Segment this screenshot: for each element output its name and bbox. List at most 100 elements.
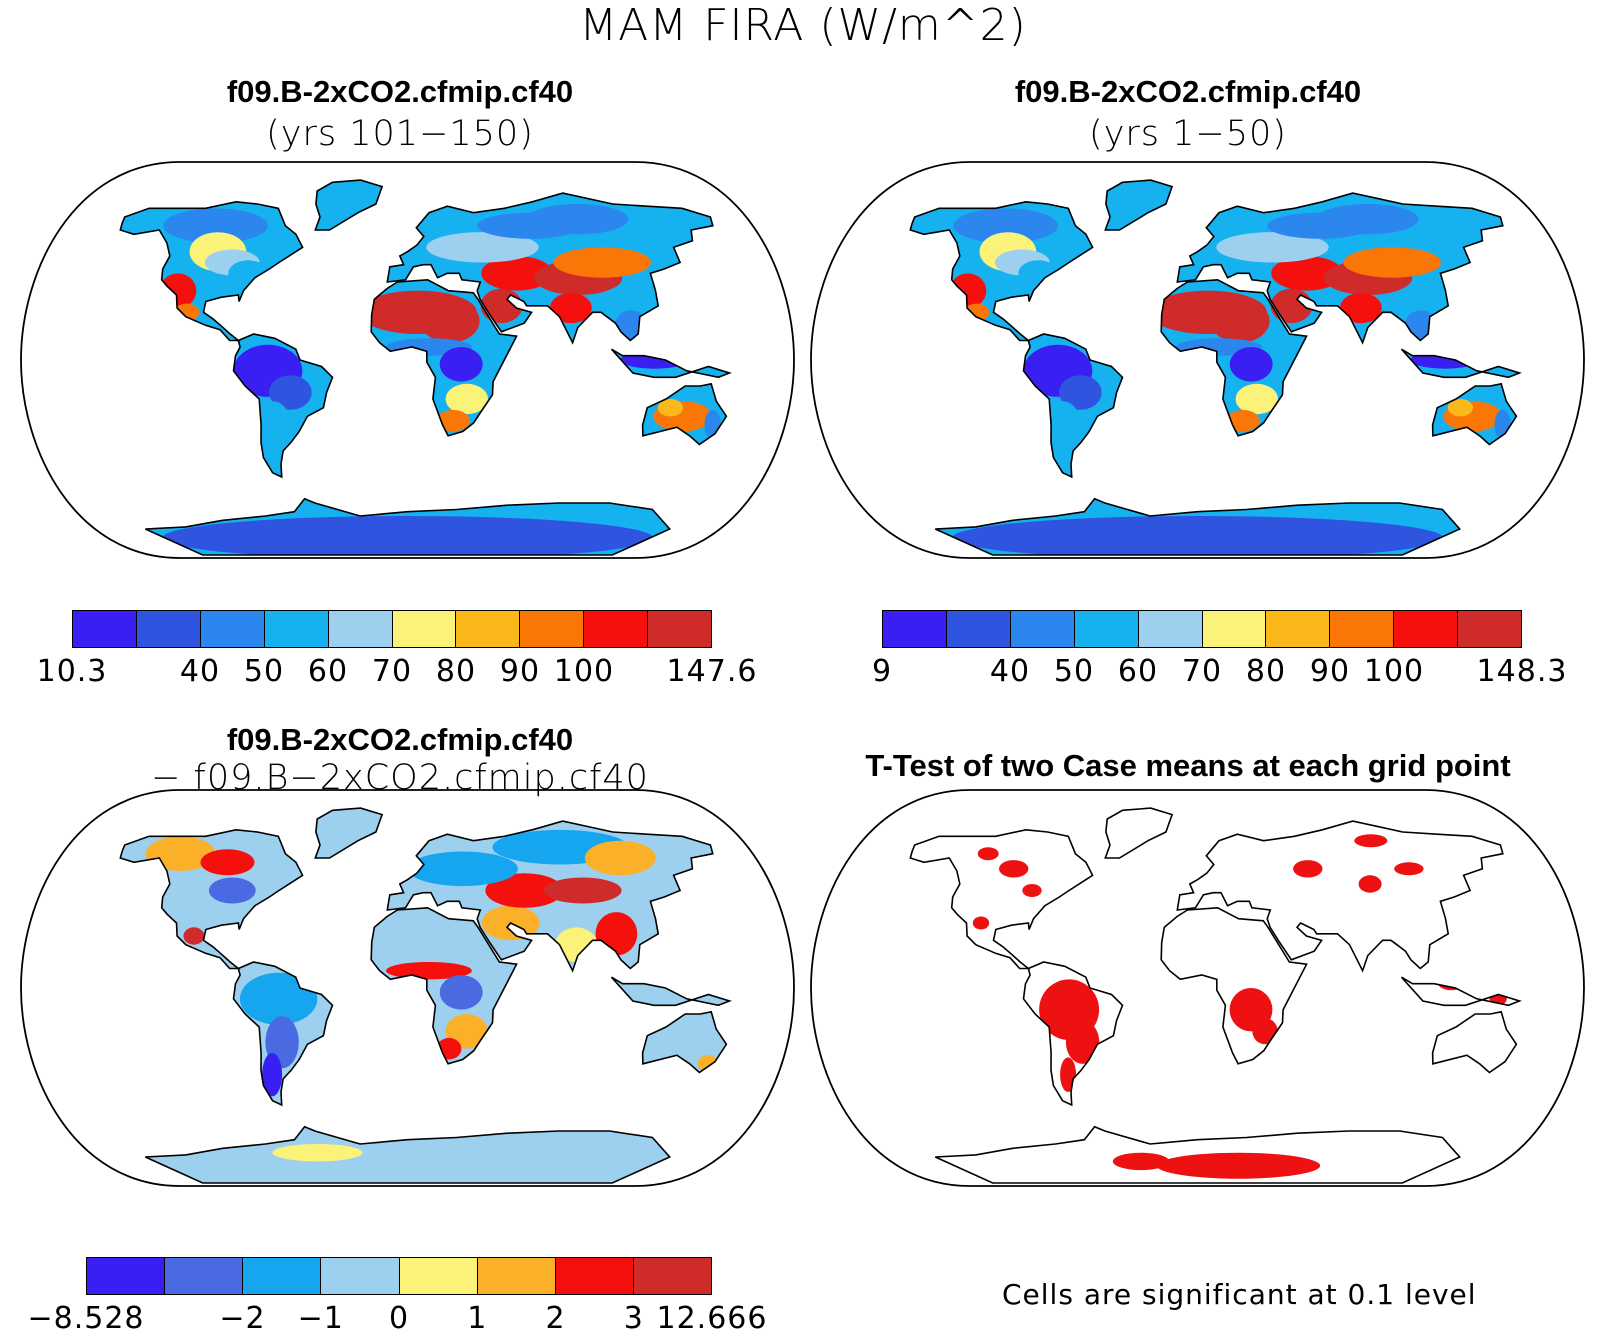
field-patch bbox=[1293, 860, 1323, 878]
colorbar-tick-label: 9 bbox=[871, 654, 893, 689]
coastline bbox=[641, 382, 728, 446]
coastline bbox=[314, 807, 384, 859]
colorbar-boxes bbox=[72, 610, 712, 648]
coastline bbox=[909, 200, 1094, 342]
colorbar-tick-label: 80 bbox=[435, 654, 477, 689]
coastline bbox=[314, 179, 384, 231]
coastline bbox=[1022, 961, 1124, 1107]
field-patch bbox=[657, 399, 684, 417]
field-patch bbox=[436, 409, 470, 432]
colorbar-tick-label: 70 bbox=[371, 654, 413, 689]
field-patch bbox=[365, 923, 471, 967]
land-greenland bbox=[315, 808, 383, 858]
panel-subtitle-bottom-left: − f09.B−2xCO2.cfmip.cf40 bbox=[151, 758, 649, 798]
colorbar-swatch bbox=[456, 611, 521, 647]
colorbar-swatch bbox=[264, 611, 329, 647]
panel-subtitle-top-left: (yrs 101−150) bbox=[266, 114, 534, 154]
map-border bbox=[810, 161, 1585, 559]
field-patch bbox=[1060, 1057, 1077, 1092]
colorbar-tick-label: 40 bbox=[989, 654, 1031, 689]
field-patch bbox=[1059, 375, 1102, 410]
field-patch bbox=[1216, 232, 1329, 263]
field-patch bbox=[584, 840, 656, 876]
field-patch bbox=[553, 247, 651, 278]
field-patch bbox=[550, 292, 592, 324]
colorbar-tick-label: −1 bbox=[297, 1301, 344, 1336]
land-northAmerica bbox=[120, 201, 303, 341]
land-greenland bbox=[315, 180, 383, 230]
coastline bbox=[1022, 333, 1124, 479]
colorbar-swatch bbox=[1138, 611, 1203, 647]
field-patch bbox=[952, 516, 1443, 555]
coastline bbox=[641, 1010, 728, 1074]
colorbar-tick-label: −2 bbox=[219, 1301, 266, 1336]
field-patch bbox=[407, 851, 518, 887]
colorbar-tick-label: 90 bbox=[499, 654, 541, 689]
field-patch bbox=[272, 1144, 363, 1162]
coastline bbox=[1400, 976, 1522, 1007]
map-border bbox=[810, 789, 1585, 1187]
colorbar-tick-label: 80 bbox=[1245, 654, 1287, 689]
field-patch bbox=[480, 288, 523, 324]
panel-title-top-right: f09.B-2xCO2.cfmip.cf40 bbox=[1014, 74, 1362, 109]
field-patch bbox=[1252, 1018, 1278, 1045]
field-patch bbox=[1358, 875, 1382, 893]
colorbar-boxes bbox=[86, 1257, 712, 1295]
colorbar-tick-label: 60 bbox=[1117, 654, 1159, 689]
coastline bbox=[1104, 807, 1174, 859]
field-patch bbox=[697, 1055, 719, 1073]
field-patch bbox=[977, 847, 999, 861]
colorbar-tick-label: 3 bbox=[623, 1301, 644, 1336]
coastline bbox=[144, 497, 672, 556]
land-greenland bbox=[1105, 808, 1173, 858]
map-bottom-right bbox=[810, 789, 1585, 1187]
colorbar-tick-label: 50 bbox=[243, 654, 285, 689]
field-patch bbox=[163, 894, 205, 930]
field-patch bbox=[1270, 288, 1313, 324]
colorbar-swatch bbox=[1330, 611, 1395, 647]
field-patch bbox=[953, 208, 1058, 243]
colorbar-tick-label: 70 bbox=[1181, 654, 1223, 689]
colorbar-tick-label: 100 bbox=[1363, 654, 1425, 689]
field-patch bbox=[1210, 299, 1270, 343]
map-border bbox=[20, 789, 795, 1187]
field-patch bbox=[256, 401, 290, 441]
coastline bbox=[610, 348, 732, 379]
field-patch bbox=[1438, 977, 1465, 991]
colorbar-swatch bbox=[321, 1258, 400, 1294]
field-patch bbox=[439, 975, 483, 1010]
land-eurasia bbox=[1177, 821, 1503, 971]
colorbar-swatch bbox=[477, 1258, 556, 1294]
coastline bbox=[1431, 1010, 1518, 1074]
coastline bbox=[610, 976, 732, 1007]
colorbar-swatch bbox=[1202, 611, 1267, 647]
colorbar-swatch bbox=[243, 1258, 322, 1294]
field-patch bbox=[1354, 834, 1388, 848]
colorbar-swatch bbox=[73, 611, 137, 647]
coastline bbox=[1431, 382, 1518, 446]
coastline bbox=[934, 497, 1462, 556]
colorbar-boxes bbox=[882, 610, 1522, 648]
field-patch bbox=[153, 1139, 662, 1183]
colorbar-tick-label: 1 bbox=[467, 1301, 488, 1336]
colorbar-swatch bbox=[328, 611, 393, 647]
field-patch bbox=[1046, 401, 1080, 441]
field-patch bbox=[1343, 247, 1441, 278]
colorbar-tick-label: 60 bbox=[307, 654, 349, 689]
field-patch bbox=[1340, 292, 1382, 324]
field-patch bbox=[972, 916, 990, 930]
coastline bbox=[370, 906, 518, 1065]
colorbar-swatch bbox=[1010, 611, 1075, 647]
field-patch bbox=[543, 877, 622, 904]
panel-title-bottom-right: T-Test of two Case means at each grid po… bbox=[865, 748, 1511, 783]
field-patch bbox=[145, 836, 216, 871]
field-patch bbox=[1271, 256, 1343, 291]
field-patch bbox=[174, 303, 200, 321]
coastline bbox=[232, 333, 334, 479]
field-patch bbox=[660, 1027, 719, 1058]
map-top-left bbox=[20, 161, 795, 559]
colorbar-tick-label: 90 bbox=[1309, 654, 1351, 689]
field-patch bbox=[445, 383, 488, 415]
coastline bbox=[1104, 179, 1174, 231]
field-patch bbox=[949, 273, 987, 308]
